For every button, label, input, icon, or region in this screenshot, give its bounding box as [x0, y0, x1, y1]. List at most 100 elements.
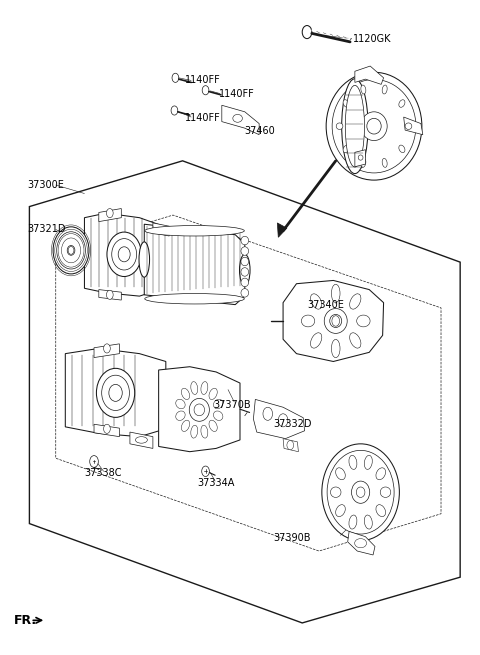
Ellipse shape	[349, 515, 357, 529]
Ellipse shape	[336, 123, 343, 130]
Ellipse shape	[301, 315, 315, 327]
Polygon shape	[99, 290, 121, 300]
Ellipse shape	[112, 238, 137, 270]
Polygon shape	[355, 150, 365, 167]
Ellipse shape	[194, 404, 204, 416]
Ellipse shape	[241, 236, 249, 245]
Ellipse shape	[102, 375, 130, 411]
Ellipse shape	[357, 315, 370, 327]
Circle shape	[332, 316, 339, 326]
Ellipse shape	[109, 384, 122, 402]
Ellipse shape	[67, 246, 75, 255]
Polygon shape	[94, 424, 120, 437]
Ellipse shape	[189, 398, 209, 421]
Polygon shape	[84, 213, 163, 296]
Circle shape	[107, 290, 113, 299]
Ellipse shape	[139, 242, 150, 277]
Ellipse shape	[214, 411, 223, 421]
Text: 1140FF: 1140FF	[218, 88, 254, 98]
Ellipse shape	[330, 487, 341, 497]
Ellipse shape	[349, 333, 361, 348]
Circle shape	[68, 246, 74, 254]
Circle shape	[107, 208, 113, 217]
Text: 1140FF: 1140FF	[185, 75, 221, 85]
Ellipse shape	[96, 368, 135, 417]
Ellipse shape	[376, 504, 385, 517]
Ellipse shape	[342, 79, 368, 174]
Ellipse shape	[201, 425, 208, 438]
Ellipse shape	[343, 145, 349, 153]
Ellipse shape	[332, 79, 416, 173]
Ellipse shape	[331, 339, 340, 358]
Ellipse shape	[241, 268, 249, 276]
Polygon shape	[283, 439, 299, 452]
Ellipse shape	[336, 504, 345, 517]
Ellipse shape	[327, 451, 394, 534]
Polygon shape	[65, 348, 166, 437]
Ellipse shape	[240, 254, 250, 286]
Ellipse shape	[355, 538, 367, 548]
Ellipse shape	[233, 115, 242, 122]
Ellipse shape	[399, 100, 405, 107]
Polygon shape	[355, 66, 384, 84]
Ellipse shape	[241, 278, 249, 287]
Ellipse shape	[364, 455, 372, 470]
Ellipse shape	[214, 400, 223, 409]
Circle shape	[202, 86, 209, 95]
Text: 37300E: 37300E	[27, 180, 64, 190]
Ellipse shape	[349, 294, 361, 309]
Ellipse shape	[358, 155, 363, 160]
Circle shape	[90, 456, 98, 468]
Circle shape	[104, 424, 110, 434]
Polygon shape	[144, 224, 245, 305]
Ellipse shape	[57, 232, 85, 269]
Ellipse shape	[241, 257, 249, 266]
Ellipse shape	[145, 293, 244, 304]
Ellipse shape	[326, 72, 422, 180]
Ellipse shape	[405, 123, 412, 130]
Text: 37321D: 37321D	[27, 225, 65, 234]
Circle shape	[263, 407, 273, 421]
Polygon shape	[29, 161, 460, 623]
Text: FR.: FR.	[14, 614, 37, 627]
Text: 37370B: 37370B	[214, 400, 252, 409]
Text: 37338C: 37338C	[84, 468, 122, 478]
Ellipse shape	[399, 145, 405, 153]
Ellipse shape	[118, 247, 130, 262]
Polygon shape	[94, 344, 120, 358]
Text: 37340E: 37340E	[307, 299, 344, 310]
Ellipse shape	[367, 119, 381, 134]
Text: 37334A: 37334A	[197, 478, 234, 488]
Ellipse shape	[330, 314, 342, 328]
Ellipse shape	[331, 284, 340, 303]
Text: 1120GK: 1120GK	[352, 33, 391, 44]
Polygon shape	[348, 531, 375, 555]
Ellipse shape	[135, 437, 147, 443]
Ellipse shape	[191, 425, 198, 438]
Ellipse shape	[241, 289, 249, 297]
Ellipse shape	[209, 388, 217, 400]
Ellipse shape	[311, 294, 322, 309]
Ellipse shape	[345, 85, 364, 167]
Ellipse shape	[343, 100, 349, 107]
Ellipse shape	[181, 388, 190, 400]
Ellipse shape	[209, 421, 217, 432]
Polygon shape	[253, 400, 305, 439]
Ellipse shape	[356, 487, 365, 497]
Ellipse shape	[380, 487, 391, 497]
Polygon shape	[222, 105, 259, 135]
Text: 37390B: 37390B	[274, 533, 311, 543]
Ellipse shape	[241, 247, 249, 255]
Ellipse shape	[107, 232, 142, 276]
Ellipse shape	[382, 85, 387, 94]
Circle shape	[302, 26, 312, 39]
Polygon shape	[277, 223, 287, 237]
Ellipse shape	[324, 309, 347, 333]
Circle shape	[202, 466, 209, 477]
Ellipse shape	[176, 411, 185, 421]
Ellipse shape	[336, 468, 345, 479]
Polygon shape	[158, 367, 240, 452]
Ellipse shape	[176, 400, 185, 409]
Ellipse shape	[361, 85, 366, 94]
Polygon shape	[404, 117, 423, 135]
